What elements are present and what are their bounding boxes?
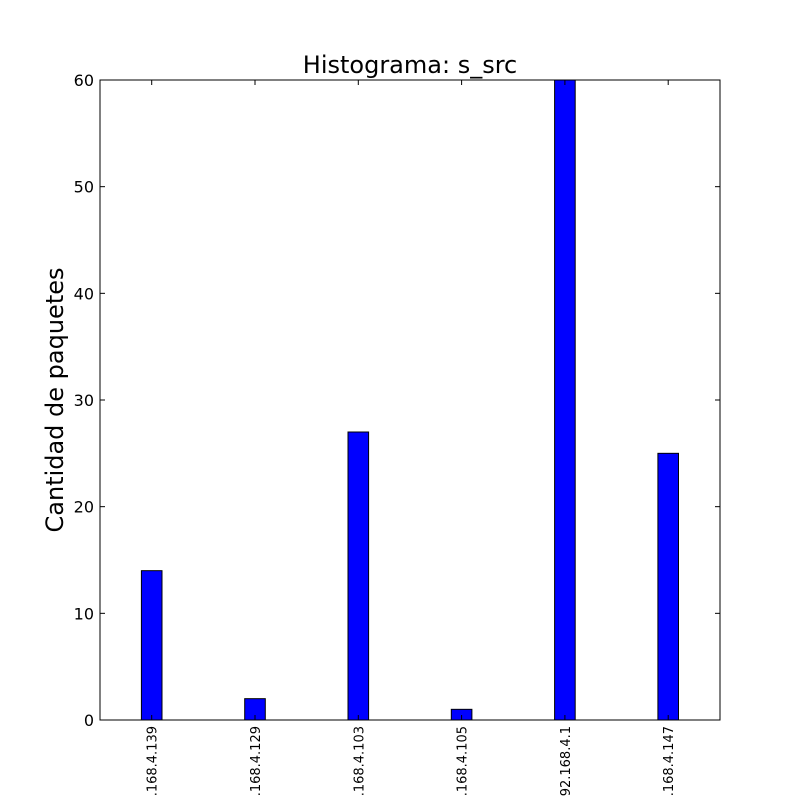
y-tick-label: 20: [74, 498, 94, 517]
y-tick-label: 60: [74, 71, 94, 90]
x-tick-label: .168.4.129: [249, 726, 264, 796]
y-tick-label: 10: [74, 604, 94, 623]
y-tick-label: 0: [84, 711, 94, 730]
x-tick-label: 92.168.4.1: [559, 726, 574, 796]
bar: [657, 452, 680, 721]
x-tick-label: .168.4.139: [146, 726, 161, 796]
y-axis-label: Cantidad de paquetes: [41, 267, 69, 532]
x-tick-label: .168.4.103: [352, 726, 367, 796]
bar: [554, 79, 576, 721]
plot-frame: [99, 79, 721, 721]
y-tick-label: 30: [74, 391, 94, 410]
y-tick-label: 50: [74, 178, 94, 197]
y-tick-label: 40: [74, 284, 94, 303]
ticks-layer: 0 10 20 30 40 50 60 .168.4.139 .168.4.129 .168.4.…: [74, 71, 720, 796]
x-tick-label: .168.4.147: [662, 726, 677, 796]
bar: [140, 570, 163, 721]
x-tick-label: .168.4.105: [456, 726, 471, 796]
bar: [347, 431, 370, 721]
chart-title: Histograma: s_src: [303, 51, 517, 79]
